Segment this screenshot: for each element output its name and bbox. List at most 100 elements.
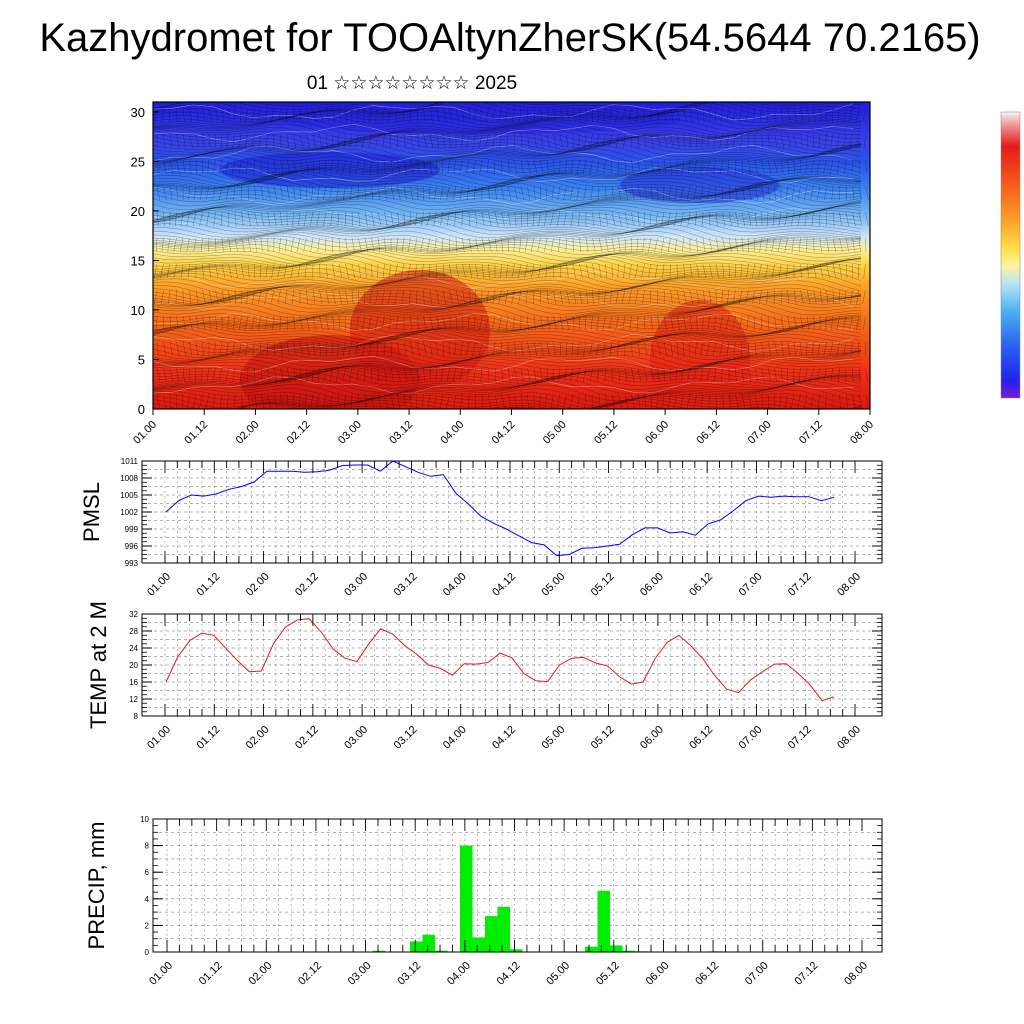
wind-barb: [533, 367, 537, 383]
y-tick-label: 30: [131, 105, 145, 120]
wind-barb: [767, 367, 771, 383]
wind-barb: [195, 159, 197, 175]
wind-barb: [609, 341, 613, 357]
wind-barb: [741, 159, 743, 175]
wind-barb: [422, 393, 424, 409]
wind-barb: [260, 211, 265, 227]
wind-barb: [195, 289, 199, 305]
wind-barb: [741, 393, 746, 409]
wind-barb: [673, 211, 678, 227]
wind-line: [153, 221, 862, 238]
wind-barb: [858, 211, 863, 227]
wind-barb: [161, 107, 164, 123]
wind-barb: [650, 133, 654, 149]
wind-line: [153, 184, 862, 201]
wind-barb: [207, 159, 210, 175]
wind-barb: [377, 367, 380, 383]
precip-bar: [372, 950, 385, 952]
wind-barb: [793, 315, 798, 331]
wind-barb: [810, 393, 814, 409]
wind-barb: [362, 341, 366, 357]
wind-barb: [519, 107, 522, 123]
wind-barb: [348, 341, 353, 357]
wind-line: [153, 169, 862, 185]
precip-bar: [435, 950, 448, 952]
wind-barb: [839, 211, 842, 227]
wind-barb: [293, 159, 297, 175]
wind-barb: [155, 315, 158, 331]
wind-barb: [293, 185, 296, 201]
wind-line: [153, 126, 862, 143]
wind-barb: [694, 211, 697, 227]
x-tick-label: 01.00: [147, 960, 175, 988]
wind-barb: [772, 211, 775, 227]
wind-barb: [446, 185, 450, 201]
wind-barb: [220, 133, 223, 149]
wind-barb: [732, 133, 736, 149]
wind-barb: [241, 211, 244, 227]
wind-barb: [566, 263, 569, 279]
wind-barb: [247, 211, 251, 227]
wind-barb: [787, 133, 791, 149]
wind-barb: [180, 263, 184, 279]
wind-barb: [532, 211, 535, 227]
wind-barb: [538, 211, 541, 227]
wind-barb: [169, 367, 173, 383]
wind-barb: [748, 159, 751, 175]
wind-barb: [803, 185, 808, 201]
x-tick-label: 02.00: [246, 960, 274, 988]
wind-barb: [753, 237, 756, 253]
wind-line: [153, 367, 862, 384]
wind-barb: [644, 341, 648, 357]
wind-barb: [466, 133, 470, 149]
wind-barb: [520, 367, 525, 383]
wind-barb: [611, 211, 616, 227]
wind-line: [153, 250, 862, 269]
wind-barb: [637, 315, 639, 331]
wind-barb: [480, 367, 483, 383]
wind-barb: [265, 315, 268, 331]
wind-barb: [478, 341, 483, 357]
wind-barb: [323, 211, 327, 227]
x-tick-label: 02.12: [296, 960, 324, 988]
wind-barb: [570, 367, 574, 383]
wind-barb: [388, 107, 392, 123]
wind-barb: [598, 393, 600, 409]
wind-barb: [810, 185, 814, 201]
wind-barb: [381, 315, 385, 331]
wind-barb: [382, 263, 385, 279]
wind-barb: [176, 315, 179, 331]
wind-line: [153, 166, 862, 183]
wind-barb: [319, 107, 323, 123]
wind-barb: [388, 263, 392, 279]
wind-barb: [649, 289, 652, 305]
wind-barb: [303, 211, 307, 227]
wind-barb: [693, 367, 697, 383]
wind-barb: [441, 237, 444, 253]
wind-barb: [397, 159, 401, 175]
wind-barb: [708, 393, 710, 409]
wind-barb: [410, 341, 414, 357]
wind-barb: [596, 159, 600, 175]
x-tick-label: 08.00: [848, 419, 876, 447]
wind-barb: [657, 133, 661, 149]
wind-line: [153, 180, 862, 196]
wind-barb: [316, 211, 320, 227]
wind-barb: [460, 341, 463, 357]
wind-barb: [662, 263, 665, 279]
wind-barb: [650, 159, 655, 175]
wind-barb: [637, 159, 641, 175]
wind-barb: [706, 159, 710, 175]
wind-line: [153, 208, 862, 226]
contour-line: [153, 123, 854, 143]
wind-barb: [819, 237, 822, 253]
wind-barb: [644, 133, 647, 149]
wind-barb: [578, 211, 580, 227]
wind-barb: [163, 341, 166, 357]
wind-line: [153, 306, 862, 324]
y-axis-title: PMSL: [79, 482, 104, 542]
wind-barb: [766, 289, 769, 305]
wind-barb: [830, 133, 834, 149]
wind-barb: [799, 237, 801, 253]
wind-barb: [823, 159, 827, 175]
